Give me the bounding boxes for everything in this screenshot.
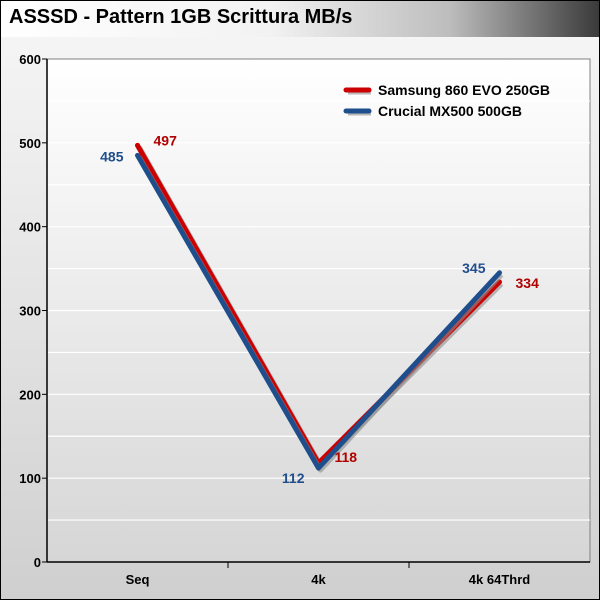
tick-labels: 0 100 200 300 400 500 600 Seq 4k 4k 64Thrd [19,52,530,587]
x-tick-label-1: 4k [311,572,326,587]
data-labels: 497 118 334 485 112 345 [100,132,539,486]
data-label-s1-2: 345 [462,260,486,276]
y-tick-label-500: 500 [19,136,41,151]
axes [42,58,590,568]
y-tick-label-400: 400 [19,220,41,235]
data-label-s1-0: 485 [100,148,124,164]
grid-lines [47,100,590,521]
data-label-s0-0: 497 [154,132,178,148]
chart-title: ASSSD - Pattern 1GB Scrittura MB/s [9,6,353,28]
series-line-1 [135,152,502,471]
data-label-s1-1: 112 [282,470,305,486]
data-label-s0-1: 118 [335,449,358,465]
y-tick-label-0: 0 [34,555,41,570]
series-lines [135,142,504,473]
y-tick-label-100: 100 [19,471,41,486]
legend: Samsung 860 EVO 250GB Crucial MX500 500GB [343,82,550,119]
y-tick-label-300: 300 [19,304,41,319]
x-tick-label-2: 4k 64Thrd [469,572,530,587]
legend-label-1: Crucial MX500 500GB [378,103,522,119]
data-label-s0-2: 334 [516,275,540,291]
title-bar: ASSSD - Pattern 1GB Scrittura MB/s [1,1,599,37]
legend-label-0: Samsung 860 EVO 250GB [378,82,550,98]
y-tick-label-200: 200 [19,387,41,402]
x-tick-label-0: Seq [126,572,150,587]
y-tick-label-600: 600 [19,52,41,67]
